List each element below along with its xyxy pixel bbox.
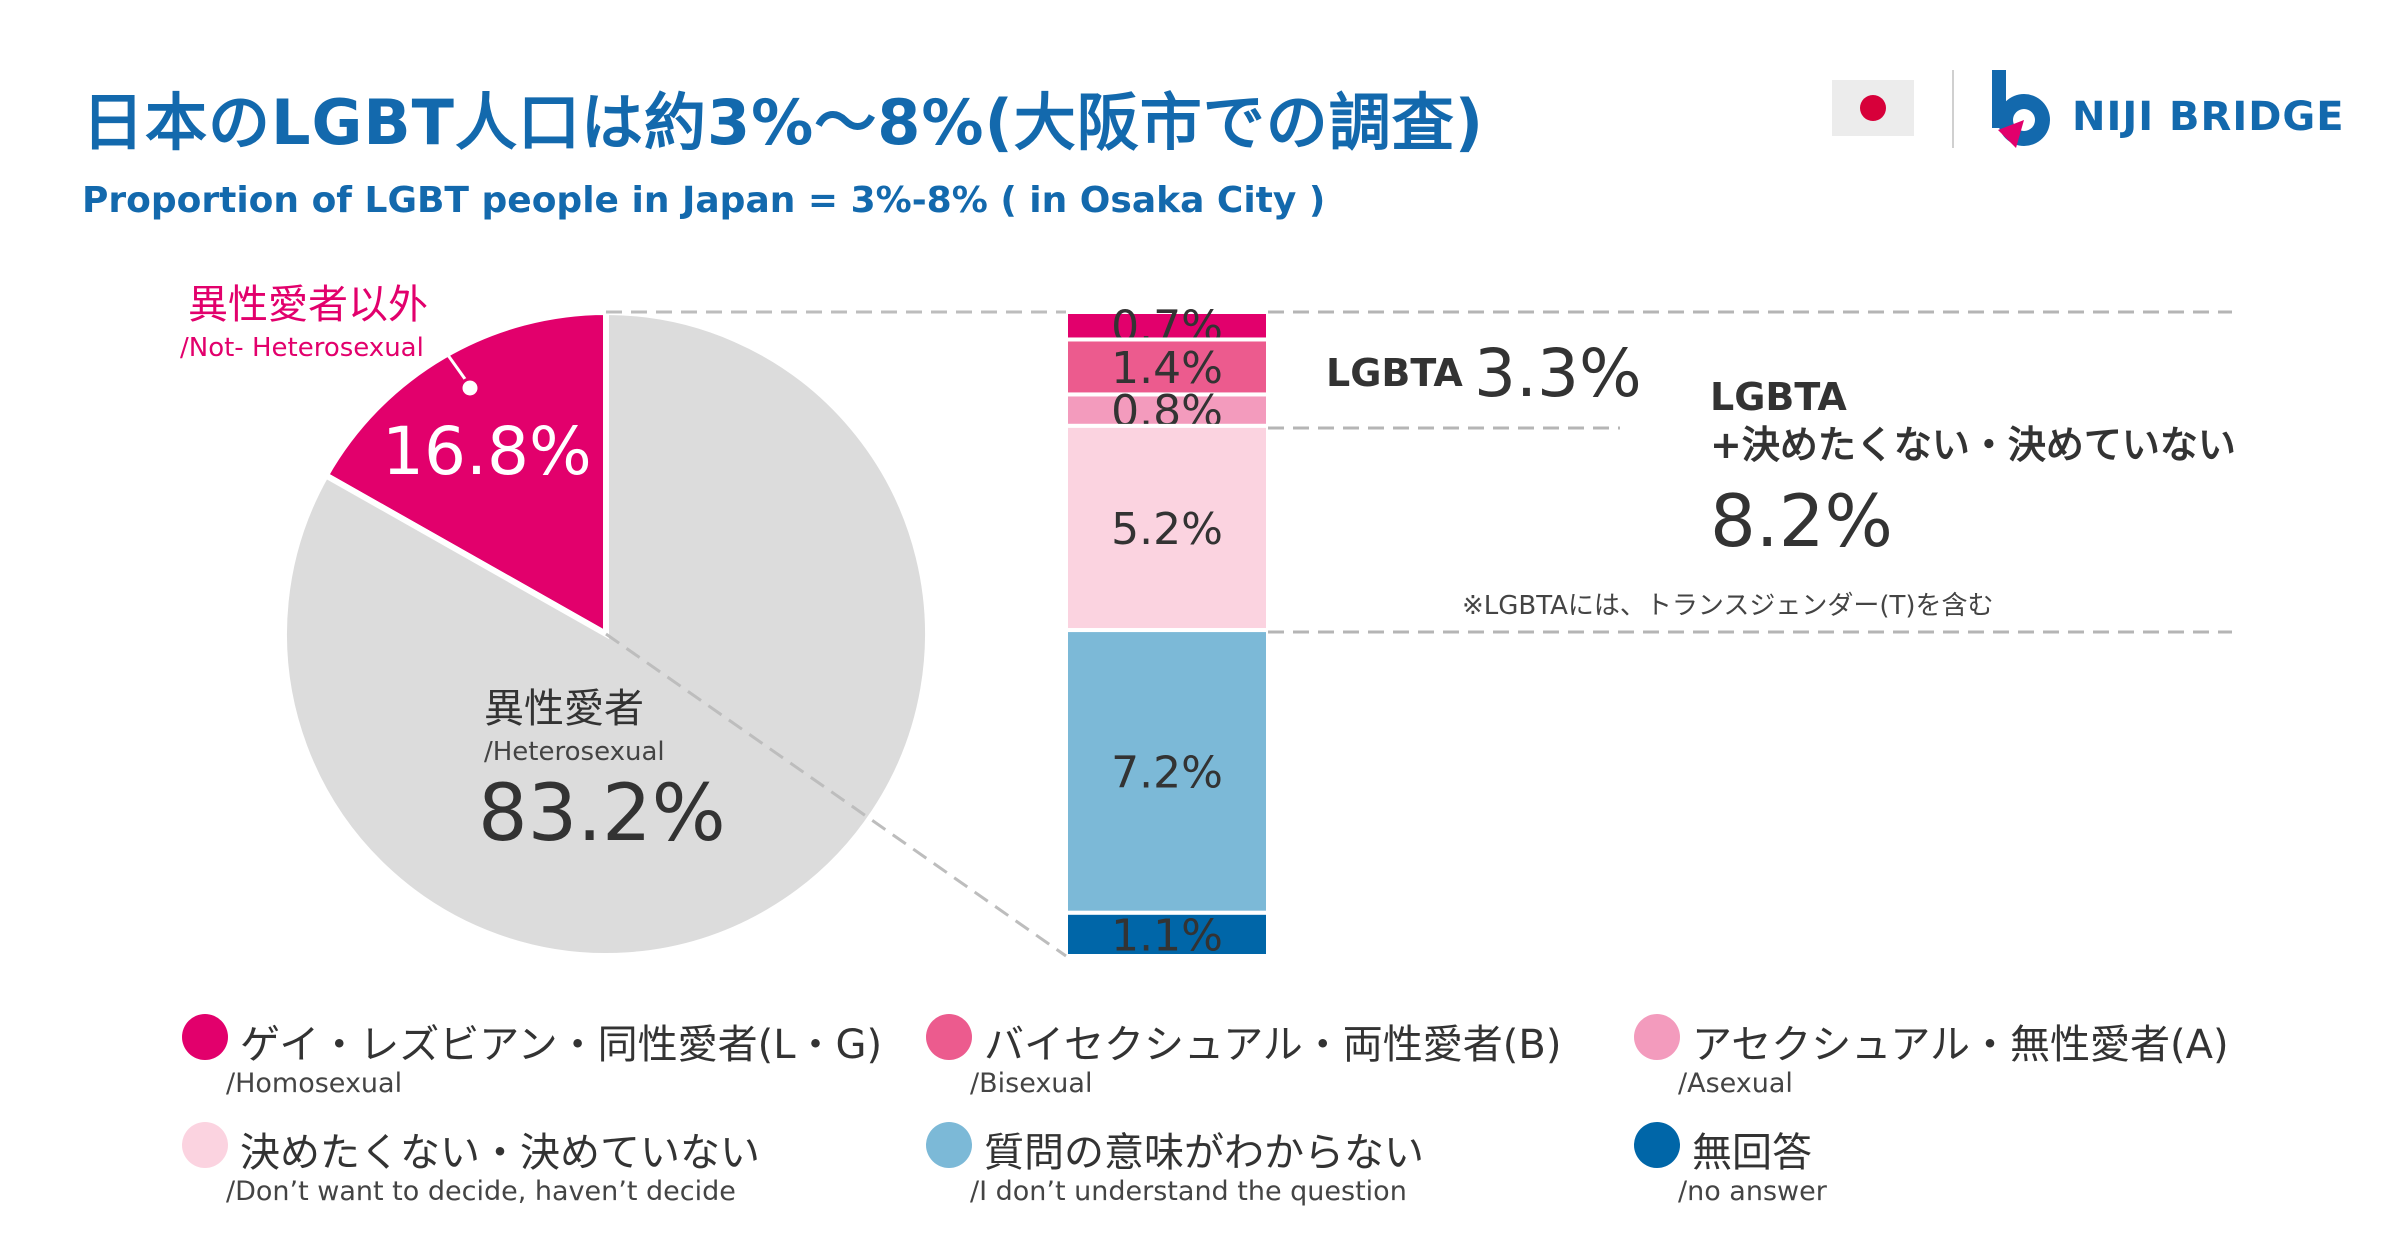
slice-label-not-hetero: 異性愛者以外 (188, 282, 428, 328)
legend-label: アセクシュアル・無性愛者(A) (1692, 1022, 2229, 1068)
legend-label: バイセクシュアル・両性愛者(B) (984, 1022, 1562, 1068)
bar-segment-1 (1064, 337, 1270, 397)
slice-label-hetero: 異性愛者 (484, 686, 644, 732)
bar-value-label-1: 1.4% (1111, 343, 1223, 394)
legend-label-en: /Bisexual (970, 1068, 1093, 1099)
legend-label: 決めたくない・決めていない (240, 1130, 760, 1176)
bar-value-label-3: 5.2% (1111, 504, 1223, 555)
legend-label: ゲイ・レズビアン・同性愛者(L・G) (240, 1022, 883, 1068)
page-title: 日本のLGBT人口は約3%〜8%(大阪市での調査) (82, 86, 1485, 159)
bar-value-label-5: 1.1% (1111, 910, 1223, 961)
slice-label-hetero-en: /Heterosexual (484, 737, 665, 767)
brand-name: NIJI BRIDGE (2072, 94, 2345, 140)
legend-swatch (1634, 1014, 1680, 1060)
legend-label-en: /Asexual (1678, 1068, 1793, 1099)
slice-value-hetero: 83.2% (478, 769, 726, 859)
legend-swatch (1634, 1122, 1680, 1168)
slice-value-not-hetero: 16.8% (382, 413, 592, 490)
pie-slice-not-hetero (321, 308, 609, 640)
legend-swatch (182, 1014, 228, 1060)
slice-label-not-hetero-en: /Not- Heterosexual (180, 333, 424, 363)
header-divider (1952, 70, 1954, 148)
connector-bottom (605, 632, 1067, 958)
combined-value: 8.2% (1710, 479, 1893, 563)
combined-label-line1: LGBTA (1710, 375, 1847, 419)
lgbta-label: LGBTA (1326, 351, 1463, 395)
japan-flag-icon (1832, 80, 1914, 136)
slice-callout-dot (459, 377, 481, 399)
stacked-bar-chart: 0.7%1.4%0.8%5.2%7.2%1.1% (1064, 302, 1270, 961)
legend-swatch (926, 1014, 972, 1060)
bar-value-label-4: 7.2% (1111, 747, 1223, 798)
legend-swatch (926, 1122, 972, 1168)
combined-label-line2: +決めたくない・決めていない (1710, 423, 2236, 467)
legend-label-en: /Homosexual (226, 1068, 403, 1099)
legend-swatch (182, 1122, 228, 1168)
legend-label-en: /no answer (1678, 1176, 1827, 1207)
lgbta-value: 3.3% (1474, 335, 1642, 412)
legend-label: 質問の意味がわからない (984, 1130, 1424, 1176)
page-subtitle: Proportion of LGBT people in Japan = 3%-… (82, 180, 1326, 221)
legend-label-en: /Don’t want to decide, haven’t decide (226, 1176, 736, 1207)
niji-bridge-logo-icon (1992, 70, 2050, 148)
transgender-note: ※LGBTAには、トランスジェンダー(T)を含む (1462, 591, 1994, 621)
bar-segment-5 (1064, 910, 1270, 958)
bar-segment-4 (1064, 628, 1270, 915)
legend-label: 無回答 (1692, 1130, 1812, 1176)
legend-label-en: /I don’t understand the question (970, 1176, 1407, 1207)
